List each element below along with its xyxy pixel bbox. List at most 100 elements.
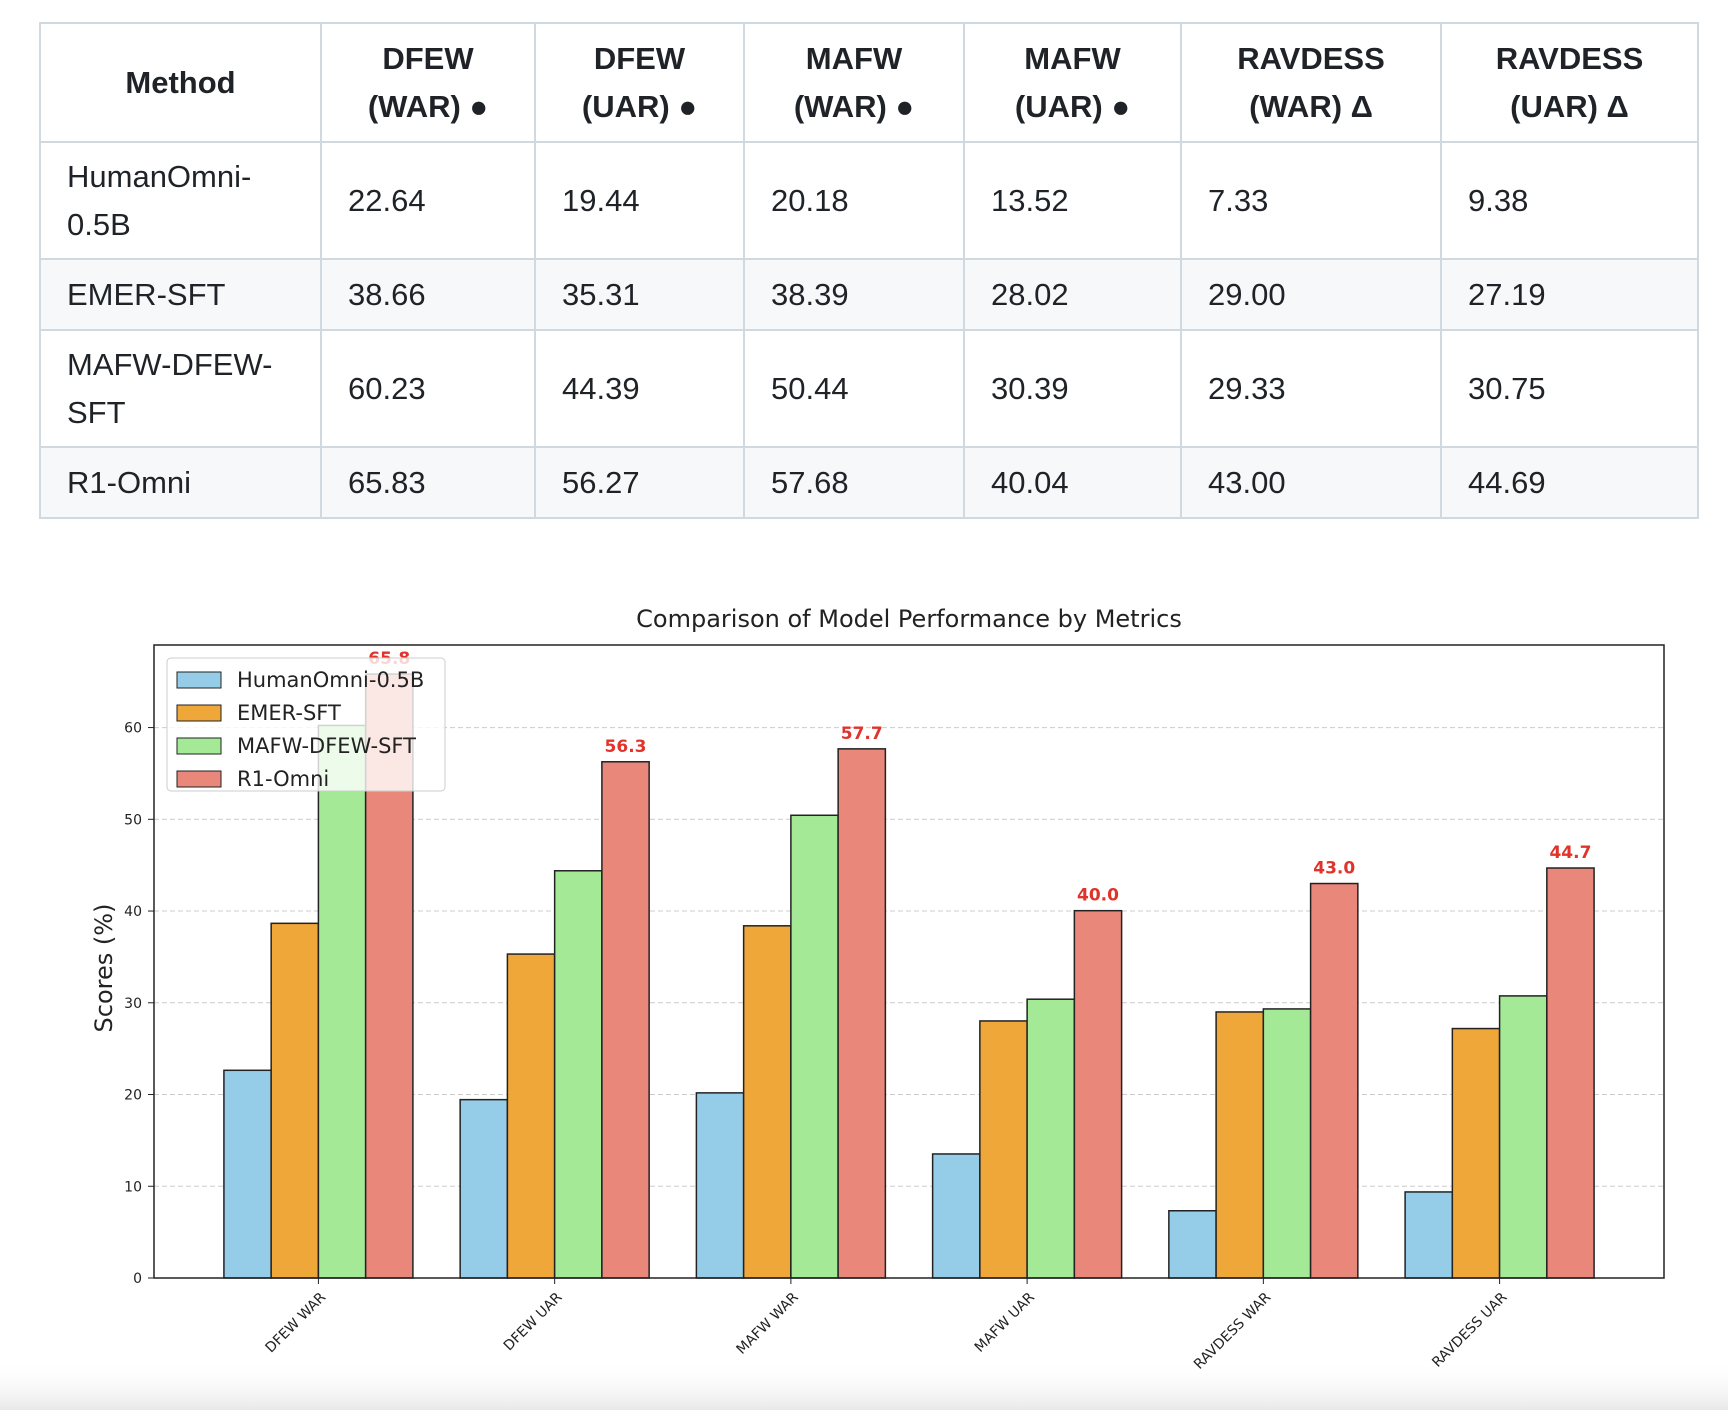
cell: 35.31 xyxy=(534,258,745,331)
value-label: 43.0 xyxy=(1313,859,1355,879)
y-tick-label: 50 xyxy=(124,812,142,828)
bar xyxy=(1546,867,1595,1279)
cell: 57.68 xyxy=(743,446,965,519)
bar xyxy=(837,748,887,1279)
column-header: DFEW (UAR) ● xyxy=(534,22,745,143)
value-label: 57.7 xyxy=(841,724,883,744)
cell: 13.52 xyxy=(963,141,1182,260)
header-line: (WAR) ● xyxy=(793,88,915,124)
column-header: DFEW (WAR) ● xyxy=(320,22,536,143)
header-line: DFEW xyxy=(593,40,686,76)
table-row: R1-Omni 65.83 56.27 57.68 40.04 43.00 44.69 xyxy=(39,446,1699,519)
legend-swatch xyxy=(176,704,222,722)
value-label: 40.0 xyxy=(1077,886,1119,906)
header-line: Method xyxy=(125,64,236,100)
legend-swatch xyxy=(176,770,222,788)
cell: 20.18 xyxy=(743,141,965,260)
method-cell: MAFW-DFEW-SFT xyxy=(39,329,322,448)
header-line: RAVDESS xyxy=(1237,40,1385,76)
y-tick-label: 40 xyxy=(124,904,142,920)
table-row: HumanOmni-0.5B 22.64 19.44 20.18 13.52 7.33 9.… xyxy=(39,141,1699,260)
bar xyxy=(1498,995,1548,1279)
cell: 56.27 xyxy=(534,446,745,519)
column-header: RAVDESS (WAR) Δ xyxy=(1180,22,1442,143)
legend-box xyxy=(166,657,446,792)
table-row: MAFW-DFEW-SFT 60.23 44.39 50.44 30.39 29.33 30… xyxy=(39,329,1699,448)
column-header: RAVDESS (UAR) Δ xyxy=(1440,22,1699,143)
cell: 7.33 xyxy=(1180,141,1442,260)
header-line: DFEW xyxy=(382,40,474,76)
cell: 27.19 xyxy=(1440,258,1699,331)
x-tick-label: RAVDESS UAR xyxy=(1429,1289,1510,1370)
method-cell: HumanOmni-0.5B xyxy=(39,141,322,260)
method-cell: EMER-SFT xyxy=(39,258,322,331)
header-line: (UAR) ● xyxy=(581,88,698,124)
value-label: 56.3 xyxy=(605,737,647,757)
legend-label: R1-Omni xyxy=(237,767,329,791)
cell: 30.39 xyxy=(963,329,1182,448)
legend-label: HumanOmni-0.5B xyxy=(237,668,424,692)
cell: 29.33 xyxy=(1180,329,1442,448)
header-line: RAVDESS xyxy=(1495,40,1644,76)
cell: 50.44 xyxy=(743,329,965,448)
bar xyxy=(695,1092,745,1279)
cell: 19.44 xyxy=(534,141,745,260)
legend-swatch xyxy=(176,671,222,689)
bar xyxy=(1168,1210,1217,1279)
header-line: (WAR) ● xyxy=(367,88,489,124)
legend-swatch xyxy=(176,737,222,755)
bottom-fade xyxy=(0,1360,1728,1410)
chart-title: Comparison of Model Performance by Metri… xyxy=(636,605,1182,633)
table-row: EMER-SFT 38.66 35.31 38.39 28.02 29.00 27.19 xyxy=(39,258,1699,331)
bar xyxy=(553,870,603,1279)
bar xyxy=(506,953,556,1279)
column-header: MAFW (WAR) ● xyxy=(743,22,965,143)
header-line: MAFW xyxy=(805,40,903,76)
bar xyxy=(601,761,650,1279)
bar xyxy=(1026,998,1076,1279)
bar xyxy=(790,814,839,1279)
header-line: MAFW xyxy=(1024,40,1121,76)
cell: 44.39 xyxy=(534,329,745,448)
cell: 28.02 xyxy=(963,258,1182,331)
column-header: MAFW (UAR) ● xyxy=(963,22,1182,143)
header-line: (WAR) Δ xyxy=(1249,88,1373,124)
column-header: Method xyxy=(39,22,322,143)
legend-label: MAFW-DFEW-SFT xyxy=(237,734,416,758)
cell: 60.23 xyxy=(320,329,536,448)
method-cell: R1-Omni xyxy=(39,446,322,519)
bar xyxy=(1309,882,1359,1279)
cell: 30.75 xyxy=(1440,329,1699,448)
plot-frame xyxy=(153,644,1665,1279)
bar xyxy=(1262,1008,1312,1279)
y-tick-label: 0 xyxy=(133,1271,142,1287)
cell: 22.64 xyxy=(320,141,536,260)
y-tick-label: 20 xyxy=(124,1088,142,1104)
bar xyxy=(1404,1191,1454,1279)
cell: 65.83 xyxy=(320,446,536,519)
legend: HumanOmni-0.5B EMER-SFT MAFW-DFEW-SFT R1-Om… xyxy=(166,657,446,792)
cell: 9.38 xyxy=(1440,141,1699,260)
x-tick-label: MAFW UAR xyxy=(972,1289,1038,1355)
bar xyxy=(223,1069,272,1279)
cell: 44.69 xyxy=(1440,446,1699,519)
x-tick-label: DFEW UAR xyxy=(501,1289,566,1354)
results-table: Method DFEW (WAR) ● DFEW (UAR) ● MAFW (WAR) ● M… xyxy=(39,22,1699,519)
value-label: 44.7 xyxy=(1549,843,1591,863)
cell: 43.00 xyxy=(1180,446,1442,519)
y-tick-label: 10 xyxy=(124,1179,142,1195)
header-line: (UAR) Δ xyxy=(1510,88,1629,124)
bar xyxy=(1215,1011,1265,1279)
cell: 40.04 xyxy=(963,446,1182,519)
header-line: (UAR) ● xyxy=(1014,88,1131,124)
header-row: Method DFEW (WAR) ● DFEW (UAR) ● MAFW (WAR) ● M… xyxy=(39,22,1699,143)
y-tick-label: 30 xyxy=(124,996,142,1012)
legend-label: EMER-SFT xyxy=(237,701,341,725)
cell: 29.00 xyxy=(1180,258,1442,331)
y-axis-label: Scores (%) xyxy=(90,904,118,1033)
bar xyxy=(270,922,320,1279)
cell: 38.66 xyxy=(320,258,536,331)
bar xyxy=(742,925,792,1279)
